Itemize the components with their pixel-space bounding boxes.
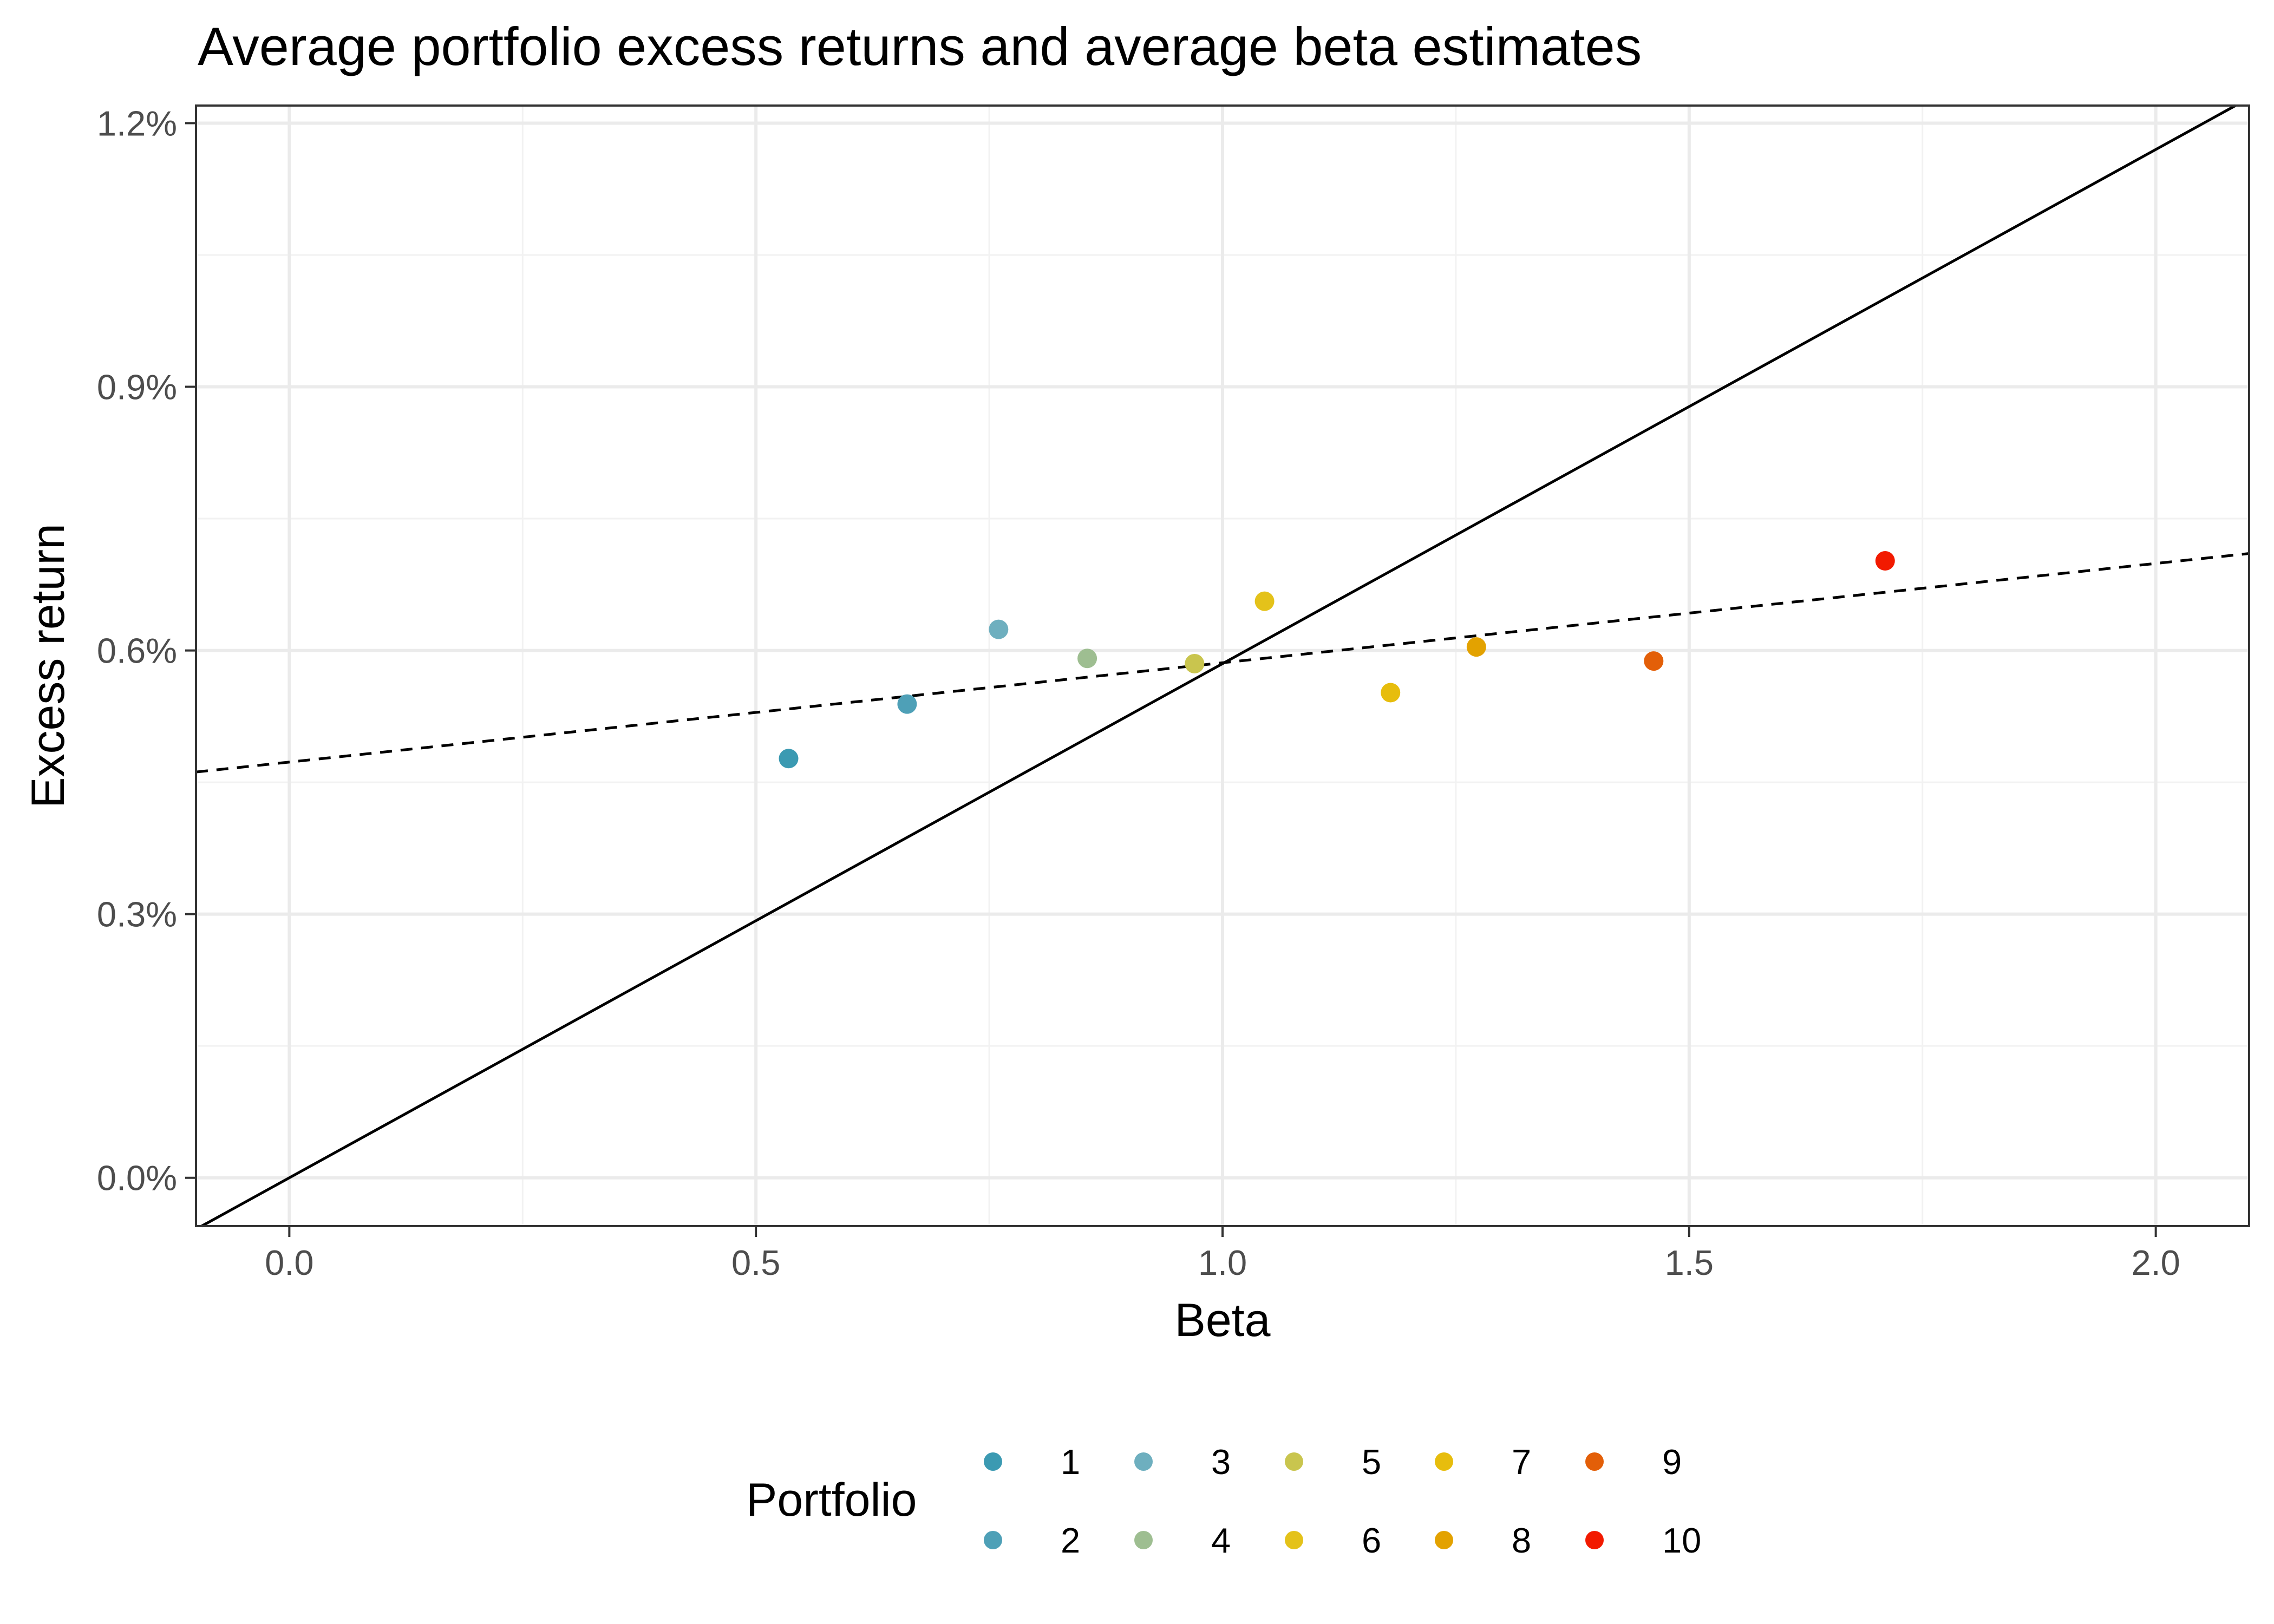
theoretical-line (201, 104, 2237, 1228)
x-tick-label: 0.0 (265, 1243, 313, 1282)
x-tick-label: 0.5 (731, 1243, 780, 1282)
legend-label-portfolio-7: 7 (1512, 1442, 1531, 1482)
legend-label-portfolio-10: 10 (1662, 1521, 1701, 1560)
legend-key-portfolio-5 (1285, 1452, 1303, 1471)
legend-key-portfolio-1 (984, 1452, 1002, 1471)
data-point-portfolio-3 (989, 619, 1009, 639)
legend-key-portfolio-4 (1134, 1531, 1153, 1549)
data-point-portfolio-4 (1077, 649, 1097, 669)
x-tick-label: 1.0 (1198, 1243, 1247, 1282)
y-axis-ticks: 0.0% 0.3% 0.6% 0.9% 1.2% (97, 103, 196, 1198)
data-point-portfolio-7 (1381, 683, 1401, 703)
y-tick-label: 1.2% (97, 103, 177, 143)
estimated-regression-line (195, 552, 2250, 774)
legend-key-portfolio-10 (1585, 1531, 1604, 1549)
legend-label-portfolio-6: 6 (1362, 1521, 1381, 1560)
legend-label-portfolio-8: 8 (1512, 1521, 1531, 1560)
data-point-portfolio-2 (897, 694, 917, 714)
legend-label-portfolio-1: 1 (1061, 1442, 1080, 1482)
data-point-portfolio-9 (1644, 651, 1664, 671)
data-point-portfolio-1 (779, 749, 799, 769)
legend-key-portfolio-2 (984, 1531, 1002, 1549)
legend-label-portfolio-4: 4 (1211, 1521, 1231, 1560)
y-tick-label: 0.3% (97, 895, 177, 934)
legend-title: Portfolio (746, 1474, 917, 1526)
x-axis-ticks: 0.0 0.5 1.0 1.5 2.0 (265, 1226, 2180, 1282)
y-tick-label: 0.6% (97, 631, 177, 671)
data-points (779, 551, 1895, 769)
data-point-portfolio-5 (1185, 653, 1205, 673)
data-point-portfolio-10 (1875, 551, 1895, 571)
legend-label-portfolio-5: 5 (1362, 1442, 1381, 1482)
legend-key-portfolio-8 (1435, 1531, 1453, 1549)
x-axis-title: Beta (1175, 1294, 1271, 1346)
reference-lines (195, 104, 2250, 1228)
x-tick-label: 2.0 (2131, 1243, 2180, 1282)
data-point-portfolio-8 (1466, 637, 1486, 657)
chart-title: Average portfolio excess returns and ave… (198, 16, 1642, 76)
legend-label-portfolio-2: 2 (1061, 1521, 1080, 1560)
major-grid (196, 106, 2249, 1226)
legend-label-portfolio-3: 3 (1211, 1442, 1231, 1482)
y-axis-title: Excess return (22, 523, 74, 808)
legend-key-portfolio-9 (1585, 1452, 1604, 1471)
legend-key-portfolio-7 (1435, 1452, 1453, 1471)
data-point-portfolio-6 (1254, 591, 1275, 611)
legend-label-portfolio-9: 9 (1662, 1442, 1682, 1482)
legend: 1 2 3 4 5 6 7 8 9 10 (984, 1442, 1701, 1560)
x-tick-label: 1.5 (1665, 1243, 1714, 1282)
y-tick-label: 0.0% (97, 1158, 177, 1198)
legend-key-portfolio-3 (1134, 1452, 1153, 1471)
y-tick-label: 0.9% (97, 368, 177, 407)
legend-key-portfolio-6 (1285, 1531, 1303, 1549)
